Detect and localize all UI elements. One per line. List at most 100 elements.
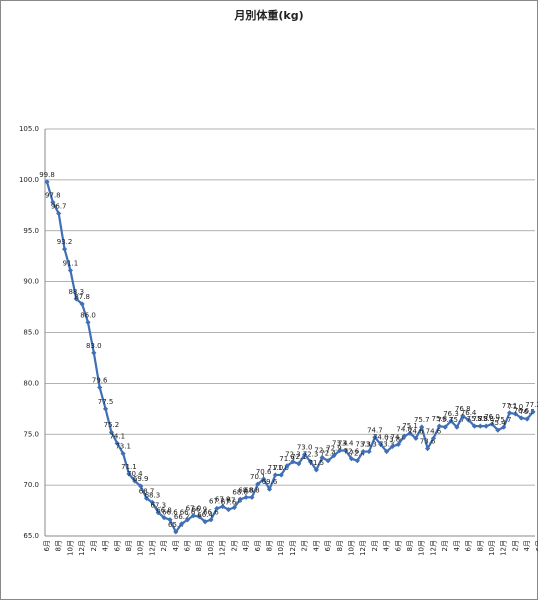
data-label: 70.6 (256, 468, 272, 476)
data-label: 77.1 (502, 402, 518, 410)
point-marker (225, 506, 232, 513)
x-tick-label: 6月 (465, 540, 473, 551)
point-marker (220, 503, 226, 510)
x-tick-label: 10月 (347, 540, 355, 556)
data-label: 65.4 (168, 521, 184, 529)
data-label: 67.9 (215, 495, 231, 503)
data-label: 75.8 (473, 415, 489, 423)
y-tick-label: 75.0 (23, 430, 39, 438)
x-tick-label: 10月 (418, 540, 426, 556)
point-marker (108, 429, 115, 435)
x-tick-label: 4月 (383, 540, 391, 551)
y-tick-label: 70.0 (23, 481, 39, 489)
point-marker (202, 519, 208, 525)
point-marker (372, 434, 378, 440)
data-label: 73.6 (420, 437, 436, 445)
x-tick-label: 8月 (266, 540, 274, 551)
data-label: 99.8 (39, 171, 55, 179)
point-marker (307, 459, 314, 465)
data-label: 66.2 (174, 513, 190, 521)
y-tick-label: 80.0 (23, 379, 39, 387)
data-label: 68.8 (238, 486, 254, 494)
point-marker (313, 467, 319, 473)
point-marker (214, 505, 220, 512)
point-marker (85, 319, 91, 325)
point-marker (343, 447, 349, 454)
data-label: 67.7 (209, 498, 225, 506)
data-label: 74.7 (367, 426, 383, 434)
data-label: 86.0 (80, 311, 96, 319)
data-label: 68.6 (232, 488, 248, 496)
data-label: 76.3 (443, 410, 459, 418)
data-label: 73.3 (379, 441, 395, 449)
point-marker (126, 471, 132, 477)
data-label: 71.9 (279, 455, 295, 463)
point-marker (278, 472, 284, 478)
data-label: 74.8 (396, 425, 412, 433)
data-label: 72.3 (303, 451, 319, 459)
data-label: 75.8 (467, 415, 483, 423)
point-marker (290, 459, 296, 465)
point-marker (132, 478, 138, 484)
point-marker (331, 453, 337, 459)
point-marker (425, 445, 431, 452)
x-tick-label: 2月 (301, 540, 309, 551)
data-label: 87.8 (74, 293, 90, 301)
x-tick-label: 4月 (312, 540, 320, 551)
point-marker (173, 529, 179, 535)
point-marker (243, 494, 249, 500)
point-marker (471, 423, 478, 429)
point-marker (512, 411, 519, 417)
point-marker (184, 517, 191, 523)
point-marker (266, 486, 273, 492)
data-label: 77.0 (508, 403, 524, 411)
point-marker (413, 435, 419, 441)
data-label: 68.7 (139, 487, 155, 495)
x-tick-label: 12月 (219, 540, 227, 556)
data-label: 91.1 (63, 259, 79, 267)
x-tick-label: 12月 (289, 540, 297, 556)
data-label: 75.8 (432, 415, 448, 423)
point-marker (489, 421, 495, 427)
point-marker (161, 515, 167, 521)
x-tick-label: 8月 (406, 540, 414, 551)
point-marker (366, 448, 372, 455)
data-label: 73.8 (385, 435, 401, 443)
data-label: 73.4 (332, 440, 348, 448)
x-tick-label: 12月 (500, 540, 508, 556)
data-label: 75.7 (449, 416, 465, 424)
data-label: 93.2 (57, 238, 73, 246)
point-marker (465, 417, 472, 423)
point-marker (196, 514, 202, 520)
point-marker (261, 476, 267, 482)
data-label: 67.3 (150, 502, 166, 510)
point-marker (67, 267, 74, 274)
point-marker (56, 210, 62, 217)
point-marker (120, 450, 126, 457)
data-label: 72.7 (314, 447, 330, 455)
point-marker (501, 424, 507, 430)
data-label: 71.0 (268, 464, 284, 472)
x-tick-label: 2月 (371, 540, 379, 551)
point-marker (407, 430, 413, 436)
data-label: 75.4 (490, 419, 506, 427)
x-tick-label: 4月 (523, 540, 531, 551)
data-label: 73.4 (338, 440, 354, 448)
point-marker (442, 424, 448, 430)
point-marker (454, 424, 460, 430)
y-tick-label: 95.0 (23, 227, 39, 235)
x-tick-label: 6月 (184, 540, 192, 551)
data-label: 69.9 (133, 475, 149, 483)
x-tick-label: 6月 (394, 540, 402, 551)
data-label: 71.0 (273, 464, 289, 472)
x-tick-label: 6月 (324, 540, 332, 551)
data-label: 72.1 (291, 453, 307, 461)
data-label: 75.7 (437, 416, 453, 424)
data-label: 72.6 (344, 448, 360, 456)
point-marker (337, 447, 343, 454)
data-label: 72.9 (326, 445, 342, 453)
data-label: 66.9 (191, 506, 207, 514)
point-marker (389, 443, 396, 450)
x-tick-label: 12月 (429, 540, 437, 556)
